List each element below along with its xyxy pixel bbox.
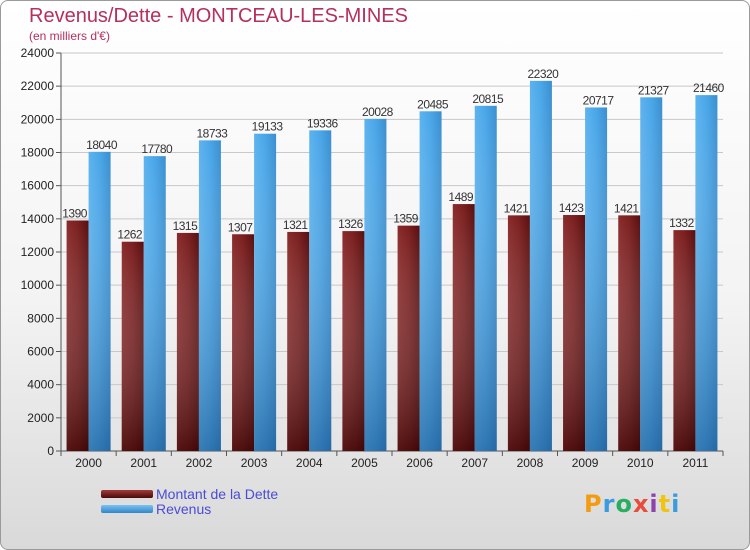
data-label-revenus: 20717: [583, 93, 615, 107]
legend-swatch-revenus: [101, 505, 153, 513]
chart-subtitle: (en milliers d'€): [29, 29, 110, 43]
x-tick-label: 2004: [296, 456, 323, 470]
y-tick-label: 8000: [27, 311, 54, 325]
data-label-revenus: 21327: [638, 83, 670, 97]
proxiti-logo: Proxiti: [584, 490, 680, 518]
logo-letter: i: [671, 490, 681, 518]
logo-letter: r: [602, 490, 616, 518]
bar-revenus-shade: [529, 80, 552, 452]
y-tick-label: 16000: [21, 179, 55, 193]
bar-revenus-shade: [474, 105, 497, 451]
x-tick-label: 2010: [627, 456, 654, 470]
bar-revenus-shade: [695, 95, 718, 451]
bar-revenus-shade: [198, 140, 221, 451]
x-tick-label: 2008: [517, 456, 544, 470]
bar-revenus-shade: [88, 151, 111, 451]
bar-dette-shade: [507, 215, 530, 451]
x-tick-label: 2003: [241, 456, 268, 470]
bar-revenus-shade: [419, 111, 442, 452]
x-tick-label: 2000: [75, 456, 102, 470]
y-tick-label: 12000: [21, 245, 55, 259]
y-tick-label: 20000: [21, 112, 55, 126]
y-tick-label: 24000: [21, 46, 55, 60]
bar-dette-shade: [618, 215, 641, 451]
legend-label-dette: Montant de la Dette: [156, 486, 279, 502]
data-label-revenus: 17780: [141, 142, 173, 156]
data-label-revenus: 19133: [252, 120, 284, 134]
x-tick-label: 2007: [461, 456, 488, 470]
bar-dette-shade: [342, 231, 365, 451]
chart-title: Revenus/Dette - MONTCEAU-LES-MINES: [29, 5, 408, 27]
data-label-dette: 1421: [504, 201, 530, 215]
y-tick-label: 22000: [21, 79, 55, 93]
bar-revenus-shade: [640, 97, 663, 452]
logo-letter: t: [658, 490, 672, 518]
data-label-revenus: 18040: [86, 138, 118, 152]
x-tick-label: 2009: [572, 456, 599, 470]
bar-revenus-shade: [143, 156, 166, 452]
logo-letter: i: [649, 490, 659, 518]
y-tick-label: 2000: [27, 411, 54, 425]
data-label-revenus: 21460: [693, 81, 725, 95]
logo-letter: o: [615, 490, 633, 518]
bar-revenus-shade: [309, 130, 332, 451]
data-label-dette: 1326: [338, 217, 364, 231]
y-tick-label: 6000: [27, 345, 54, 359]
data-label-revenus: 18733: [196, 126, 228, 140]
y-tick-label: 18000: [21, 146, 55, 160]
data-label-dette: 1359: [393, 212, 419, 226]
x-tick-label: 2001: [130, 456, 157, 470]
bar-revenus-shade: [585, 107, 608, 451]
data-label-revenus: 20815: [472, 92, 504, 106]
bar-dette-shade: [452, 204, 475, 451]
bar-dette-shade: [287, 231, 310, 451]
data-label-dette: 1315: [173, 219, 199, 233]
bar-dette-shade: [176, 232, 199, 451]
data-label-dette: 1421: [614, 201, 640, 215]
bar-dette-shade: [121, 241, 144, 451]
x-tick-label: 2006: [406, 456, 433, 470]
logo-letter: x: [632, 490, 650, 518]
data-label-dette: 1423: [559, 201, 585, 215]
y-tick-label: 0: [47, 444, 54, 458]
y-tick-label: 14000: [21, 212, 55, 226]
data-label-dette: 1321: [283, 218, 309, 232]
legend-label-revenus: Revenus: [156, 501, 212, 517]
x-tick-label: 2005: [351, 456, 378, 470]
bar-dette-shade: [673, 230, 696, 451]
data-label-dette: 1332: [669, 216, 695, 230]
y-tick-label: 10000: [21, 278, 55, 292]
legend-swatch-dette: [101, 490, 153, 498]
data-label-dette: 1262: [117, 228, 143, 242]
data-label-revenus: 20028: [362, 105, 394, 119]
x-tick-label: 2011: [683, 456, 709, 470]
bar-dette-shade: [232, 234, 255, 451]
data-label-dette: 1489: [448, 190, 474, 204]
bar-dette-shade: [66, 220, 89, 451]
data-label-dette: 1307: [228, 220, 254, 234]
data-label-revenus: 22320: [527, 67, 559, 81]
y-tick-label: 4000: [27, 378, 54, 392]
data-label-revenus: 20485: [417, 97, 449, 111]
bar-revenus-shade: [364, 118, 387, 451]
data-label-revenus: 19336: [307, 116, 339, 130]
x-tick-label: 2002: [186, 456, 213, 470]
logo-letter: P: [584, 490, 603, 518]
bar-revenus-shade: [254, 133, 277, 451]
bar-dette-shade: [397, 225, 420, 451]
data-label-dette: 1390: [62, 206, 88, 220]
bar-dette-shade: [563, 215, 586, 451]
